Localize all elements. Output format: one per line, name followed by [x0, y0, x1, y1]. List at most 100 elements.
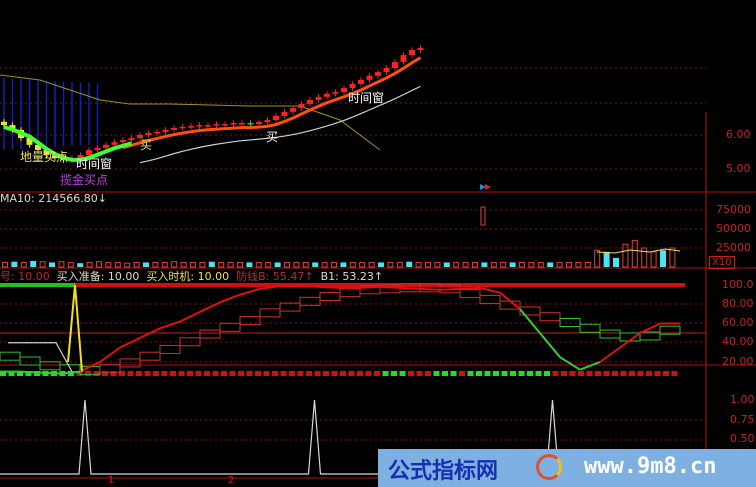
- indicator-tick: 100.0: [722, 278, 754, 291]
- main-indicator-line: [59, 370, 81, 375]
- signal-strip-block: [620, 371, 627, 376]
- watermark-url: www.9m8.cn: [584, 454, 717, 479]
- signal-strip-block: [195, 371, 202, 376]
- legend-item: 号: 10.00: [0, 270, 50, 283]
- step-box: [479, 294, 501, 304]
- volume-bar-up: [293, 261, 300, 268]
- signal-strip-block: [289, 371, 295, 376]
- signal-strip-block: [85, 371, 91, 376]
- step-box: [459, 289, 481, 299]
- volume-bar-up: [631, 239, 638, 268]
- signal-strip-block: [153, 371, 159, 376]
- candle-body: [358, 79, 364, 84]
- signal-strip-block: [433, 371, 440, 376]
- signal-strip-block: [629, 371, 635, 376]
- main-indicator-line: [439, 287, 461, 291]
- candle-body: [145, 132, 152, 135]
- volume-bar-up: [575, 261, 582, 268]
- step-box: [39, 361, 61, 371]
- signal-strip-block: [425, 371, 431, 376]
- step-box: [579, 323, 601, 333]
- candle-body: [26, 138, 33, 145]
- volume-spike-bar: [480, 206, 486, 226]
- candle-body: [128, 138, 135, 141]
- volume-bar-up: [434, 261, 441, 268]
- volume-bar-up: [2, 261, 8, 268]
- indicator-legend: 号: 10.00 买入准备: 10.00 买入时机: 10.00 防线B: 55…: [0, 268, 383, 284]
- signal-strip-block: [34, 371, 40, 376]
- main-indicator-line: [139, 327, 161, 339]
- volume-bar-up: [594, 249, 601, 268]
- volume-bar-down: [274, 262, 281, 267]
- signal-strip-block: [595, 371, 601, 376]
- signal-strip-block: [102, 371, 108, 376]
- signal-strip-block: [484, 371, 491, 376]
- candle-body: [111, 142, 118, 145]
- volume-bar-down: [547, 262, 554, 267]
- candle-body: [383, 68, 390, 73]
- step-box: [179, 337, 201, 347]
- signal-strip-block: [178, 371, 185, 376]
- volume-bar-down: [30, 260, 37, 267]
- volume-bar-up: [265, 261, 272, 268]
- annotation-label: 地量买点: [20, 150, 69, 164]
- top-band-green: [0, 283, 75, 287]
- annotation-label: 揽金买点: [60, 173, 109, 187]
- volume-bar-up: [396, 261, 403, 268]
- signal-strip-block: [306, 371, 312, 376]
- candle-body: [298, 104, 305, 109]
- marker-arrow-icon: [480, 184, 486, 190]
- main-indicator-line: [299, 284, 321, 288]
- volume-bar-up: [500, 261, 507, 268]
- main-indicator-line: [479, 286, 501, 294]
- signal-strip-block: [476, 371, 482, 376]
- volume-bar-up: [237, 261, 243, 268]
- signal-strip-block: [127, 371, 134, 376]
- legend-item: 防线B: 55.47↑: [236, 270, 314, 283]
- candle-body: [239, 123, 245, 125]
- volume-bar-up: [105, 261, 112, 268]
- signal-strip-block: [365, 371, 372, 376]
- signal-strip-block: [170, 371, 176, 376]
- signal-strip-block: [561, 371, 567, 376]
- volume-bar-up: [124, 262, 131, 268]
- volume-bar-up: [387, 261, 394, 268]
- signal-strip-block: [255, 371, 261, 376]
- step-box: [259, 308, 281, 318]
- signal-strip-block: [510, 371, 516, 376]
- x-tick: 2: [228, 475, 235, 486]
- step-box: [119, 358, 141, 368]
- candle-body: [273, 115, 279, 121]
- step-box: [159, 344, 181, 354]
- candle-body: [341, 88, 347, 93]
- volume-bar-up: [669, 247, 676, 268]
- candle-body: [307, 99, 313, 105]
- main-indicator-line: [39, 371, 61, 375]
- signal-strip-block: [501, 371, 508, 376]
- signal-strip-block: [586, 371, 593, 376]
- candle-body: [35, 144, 41, 150]
- candle-body: [417, 47, 424, 50]
- candle-body: [162, 129, 169, 132]
- annotation-label: 买: [140, 138, 153, 152]
- legend-item: B1: 53.23↑: [320, 270, 384, 283]
- signal-strip-block: [25, 371, 32, 376]
- volume-bar-down: [660, 250, 666, 267]
- volume-bar-up: [490, 261, 497, 268]
- signal-strip-block: [119, 371, 125, 376]
- volume-bar-up: [331, 261, 337, 268]
- volume-bar-up: [114, 261, 121, 268]
- signal-strip-block: [93, 371, 100, 376]
- step-box: [599, 329, 621, 339]
- main-indicator-line: [219, 293, 241, 304]
- signal-strip-block: [280, 371, 287, 376]
- signal-strip-block: [544, 371, 550, 376]
- main-indicator-line: [599, 346, 621, 363]
- signal-strip-block: [238, 371, 244, 376]
- main-indicator-line: [499, 291, 521, 310]
- signal-strip-block: [612, 371, 618, 376]
- candle-body: [179, 126, 186, 129]
- candle-body: [247, 123, 254, 125]
- signal-strip-block: [212, 371, 219, 376]
